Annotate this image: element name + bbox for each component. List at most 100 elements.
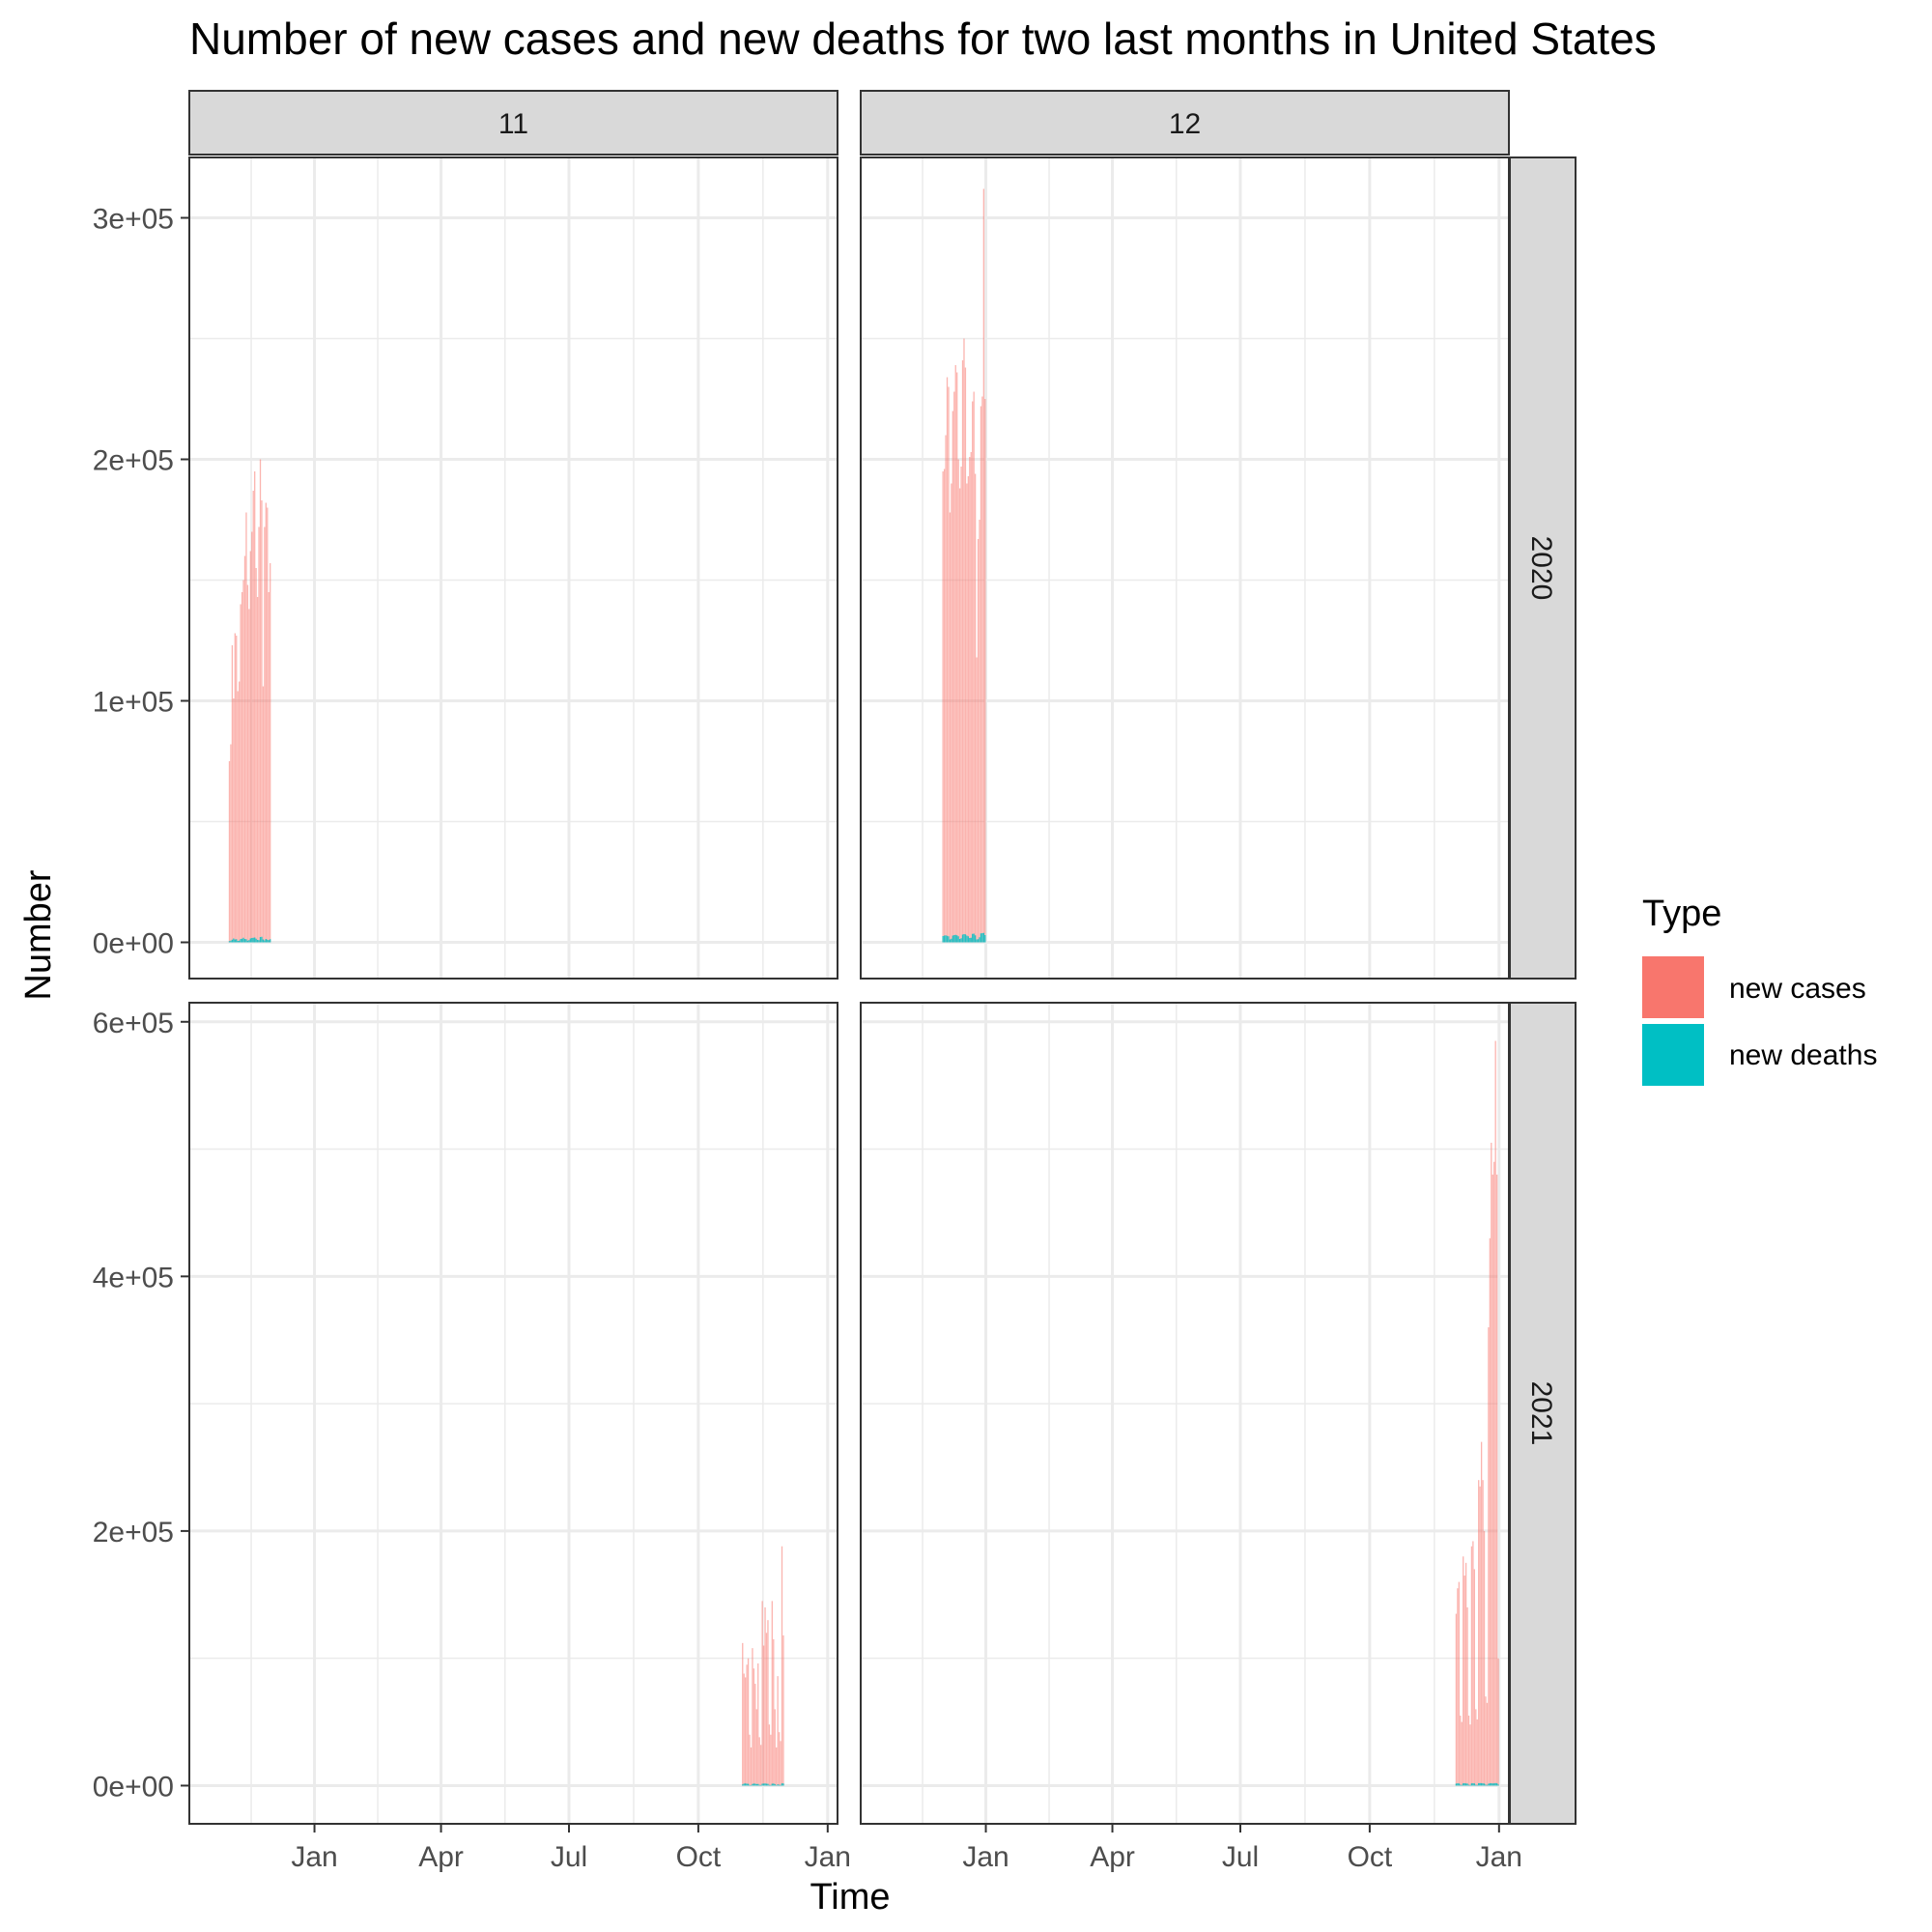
bar-new-cases [1495, 1174, 1498, 1786]
legend: Type new cases new deaths [1642, 894, 1877, 1086]
bar-new-deaths [980, 933, 982, 943]
bar-new-deaths [765, 1783, 768, 1786]
x-axis-title: Time [810, 1877, 890, 1918]
bar-new-deaths [255, 938, 257, 943]
bar-new-deaths [268, 940, 270, 943]
bar-new-deaths [258, 940, 260, 943]
bar-new-cases [773, 1638, 775, 1786]
bar-new-cases [1458, 1581, 1460, 1786]
bar-new-deaths [1476, 1784, 1478, 1786]
bar-new-deaths [764, 1783, 766, 1786]
bar-new-cases [777, 1676, 779, 1786]
column-strips: 11 12 [188, 90, 1510, 156]
bar-new-cases [267, 507, 269, 943]
bar-new-cases [974, 473, 977, 943]
bar-new-cases [254, 471, 256, 943]
bar-new-cases [1467, 1715, 1470, 1786]
x-tick-label: Jan [1476, 1841, 1522, 1873]
bar-new-cases [743, 1673, 745, 1786]
bar-new-cases [778, 1732, 781, 1786]
row-strips: 2020 2021 [1509, 156, 1577, 1825]
bar-new-cases [967, 476, 970, 943]
bar-new-deaths [245, 939, 247, 943]
bar-new-cases [237, 691, 239, 943]
y-tick-label: 1e+05 [93, 687, 174, 719]
bar-new-deaths [256, 940, 259, 943]
x-tick-label: Jul [551, 1841, 587, 1873]
bar-new-cases [770, 1734, 772, 1786]
bar-new-cases [761, 1601, 763, 1786]
bar-new-deaths [778, 1784, 781, 1786]
bar-new-deaths [230, 940, 232, 943]
bar-new-cases [948, 386, 950, 943]
panel-border [188, 156, 838, 980]
bar-new-cases [1473, 1569, 1475, 1786]
bar-new-deaths [246, 940, 249, 943]
bar-new-deaths [768, 1784, 771, 1786]
bar-new-cases [1478, 1480, 1480, 1786]
bar-new-deaths [942, 936, 944, 943]
bar-new-deaths [254, 937, 256, 943]
bar-new-cases [771, 1601, 773, 1786]
bar-new-deaths [1486, 1784, 1489, 1786]
bar-new-cases [760, 1745, 762, 1786]
bar-new-cases [252, 491, 254, 943]
y-tick-label: 0e+00 [93, 1771, 174, 1803]
bar-new-deaths [749, 1784, 751, 1786]
bar-new-deaths [953, 935, 955, 943]
bar-new-cases [1488, 1327, 1490, 1786]
bars [742, 1546, 784, 1786]
gridlines [189, 157, 838, 979]
bar-new-deaths [742, 1784, 744, 1786]
bar-new-deaths [970, 937, 972, 943]
legend-label-new-cases: new cases [1729, 973, 1866, 1005]
bar-new-cases [757, 1662, 759, 1786]
bar-new-deaths [265, 939, 267, 943]
legend-title: Type [1642, 894, 1721, 934]
bar-new-cases [964, 367, 967, 943]
panel-background [861, 1003, 1509, 1824]
y-tick-label: 2e+05 [93, 445, 174, 477]
bar-new-cases [980, 406, 982, 943]
bar-new-deaths [767, 1783, 769, 1786]
bar-new-cases [768, 1724, 771, 1786]
x-tick-label: Apr [1090, 1841, 1135, 1873]
bar-new-cases [767, 1620, 769, 1786]
bar-new-deaths [977, 939, 980, 943]
column-strip-label-12: 12 [1169, 108, 1201, 140]
bar-new-cases [1497, 1658, 1499, 1786]
bar-new-cases [1476, 1719, 1478, 1786]
bar-new-cases [1482, 1480, 1484, 1786]
bar-new-deaths [239, 940, 241, 943]
y-tick-label: 6e+05 [93, 1008, 174, 1039]
bar-new-deaths [1489, 1783, 1492, 1786]
bar-new-deaths [966, 935, 968, 943]
bar-new-deaths [233, 938, 235, 943]
bar-new-cases [956, 372, 958, 943]
bar-new-cases [1475, 1709, 1477, 1786]
bar-new-cases [762, 1645, 765, 1786]
bar-new-cases [984, 399, 986, 943]
bar-new-deaths [231, 939, 234, 943]
bar-new-cases [969, 457, 971, 943]
bars [942, 188, 986, 943]
bar-new-deaths [948, 936, 950, 943]
x-tick-label: Jul [1222, 1841, 1259, 1873]
bar-new-deaths [949, 939, 952, 943]
bar-new-cases [1485, 1696, 1487, 1786]
bar-new-deaths [1493, 1783, 1495, 1786]
bar-new-cases [752, 1648, 753, 1786]
bar-new-cases [1466, 1606, 1468, 1786]
y-tick-label: 4e+05 [93, 1262, 174, 1293]
x-axis-12: Jan Apr Jul Oct Jan [962, 1824, 1522, 1873]
bar-new-deaths [780, 1784, 781, 1786]
bar-new-cases [960, 467, 962, 943]
bar-new-cases [1460, 1715, 1462, 1786]
panel-background [189, 157, 838, 979]
bar-new-deaths [964, 934, 967, 943]
bar-new-cases [261, 500, 263, 943]
bar-new-cases [943, 469, 946, 943]
bar-new-cases [1469, 1724, 1471, 1786]
bar-new-deaths [1460, 1784, 1462, 1786]
bar-new-deaths [984, 935, 986, 943]
